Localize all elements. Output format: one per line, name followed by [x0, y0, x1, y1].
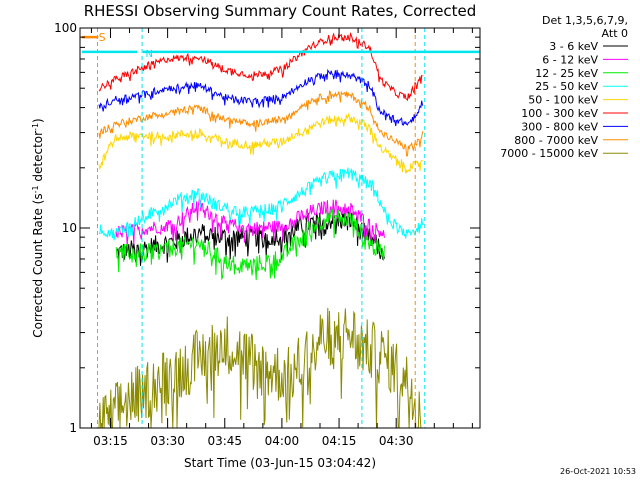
legend-label: 3 - 6 keV — [549, 40, 598, 53]
legend-label: 12 - 25 keV — [535, 67, 598, 80]
series-line — [98, 68, 424, 127]
legend-label: 25 - 50 keV — [535, 80, 598, 93]
y-tick-label: 100 — [54, 21, 77, 35]
timestamp: 26-Oct-2021 10:53 — [560, 467, 636, 476]
legend-label: 100 - 300 keV — [521, 107, 598, 120]
x-tick-label: 04:30 — [379, 434, 414, 448]
legend-header-line2: Att 0 — [602, 27, 628, 40]
y-axis-label-mid: detector — [31, 131, 45, 186]
y-axis-label-sup1: -1 — [31, 185, 40, 193]
legend-header-line1: Det 1,3,5,6,7,9, — [542, 14, 628, 27]
legend-label: 6 - 12 keV — [542, 53, 598, 66]
x-axis-label: Start Time (03-Jun-15 03:04:42) — [184, 456, 376, 470]
y-axis-label-sup2: -1 — [31, 123, 40, 131]
x-axis: 03:15 03:30 03:45 04:00 04:15 04:30 — [90, 28, 473, 448]
series-layer — [98, 32, 424, 429]
y-tick-label: 1 — [69, 421, 77, 435]
series-line — [98, 32, 423, 102]
x-tick-label: 04:00 — [265, 434, 300, 448]
series-line — [99, 167, 424, 241]
y-axis-label-end: ) — [31, 118, 45, 123]
x-tick-label: 03:30 — [150, 434, 185, 448]
legend-label: 300 - 800 keV — [521, 120, 598, 133]
legend-label: 800 - 7000 keV — [514, 134, 598, 147]
series-line — [98, 112, 423, 174]
marker-layer: SN — [81, 28, 480, 428]
series-line — [98, 307, 423, 429]
y-tick-label: 10 — [62, 221, 77, 235]
legend-label: 7000 - 15000 keV — [500, 147, 598, 160]
series-line — [98, 89, 424, 157]
y-axis-label: Corrected Count Rate (s-1 detector-1) — [31, 118, 46, 337]
x-tick-label: 03:15 — [93, 434, 128, 448]
y-axis: 1 10 100 — [54, 21, 480, 435]
x-tick-label: 03:45 — [207, 434, 242, 448]
series-line — [115, 207, 385, 281]
x-tick-label: 04:15 — [322, 434, 357, 448]
flag-label-s: S — [99, 31, 106, 44]
flag-label-n: N — [146, 49, 153, 60]
legend-label: 50 - 100 keV — [528, 94, 598, 107]
chart-title: RHESSI Observing Summary Count Rates, Co… — [84, 2, 477, 20]
y-axis-label-main: Corrected Count Rate (s — [31, 193, 45, 337]
